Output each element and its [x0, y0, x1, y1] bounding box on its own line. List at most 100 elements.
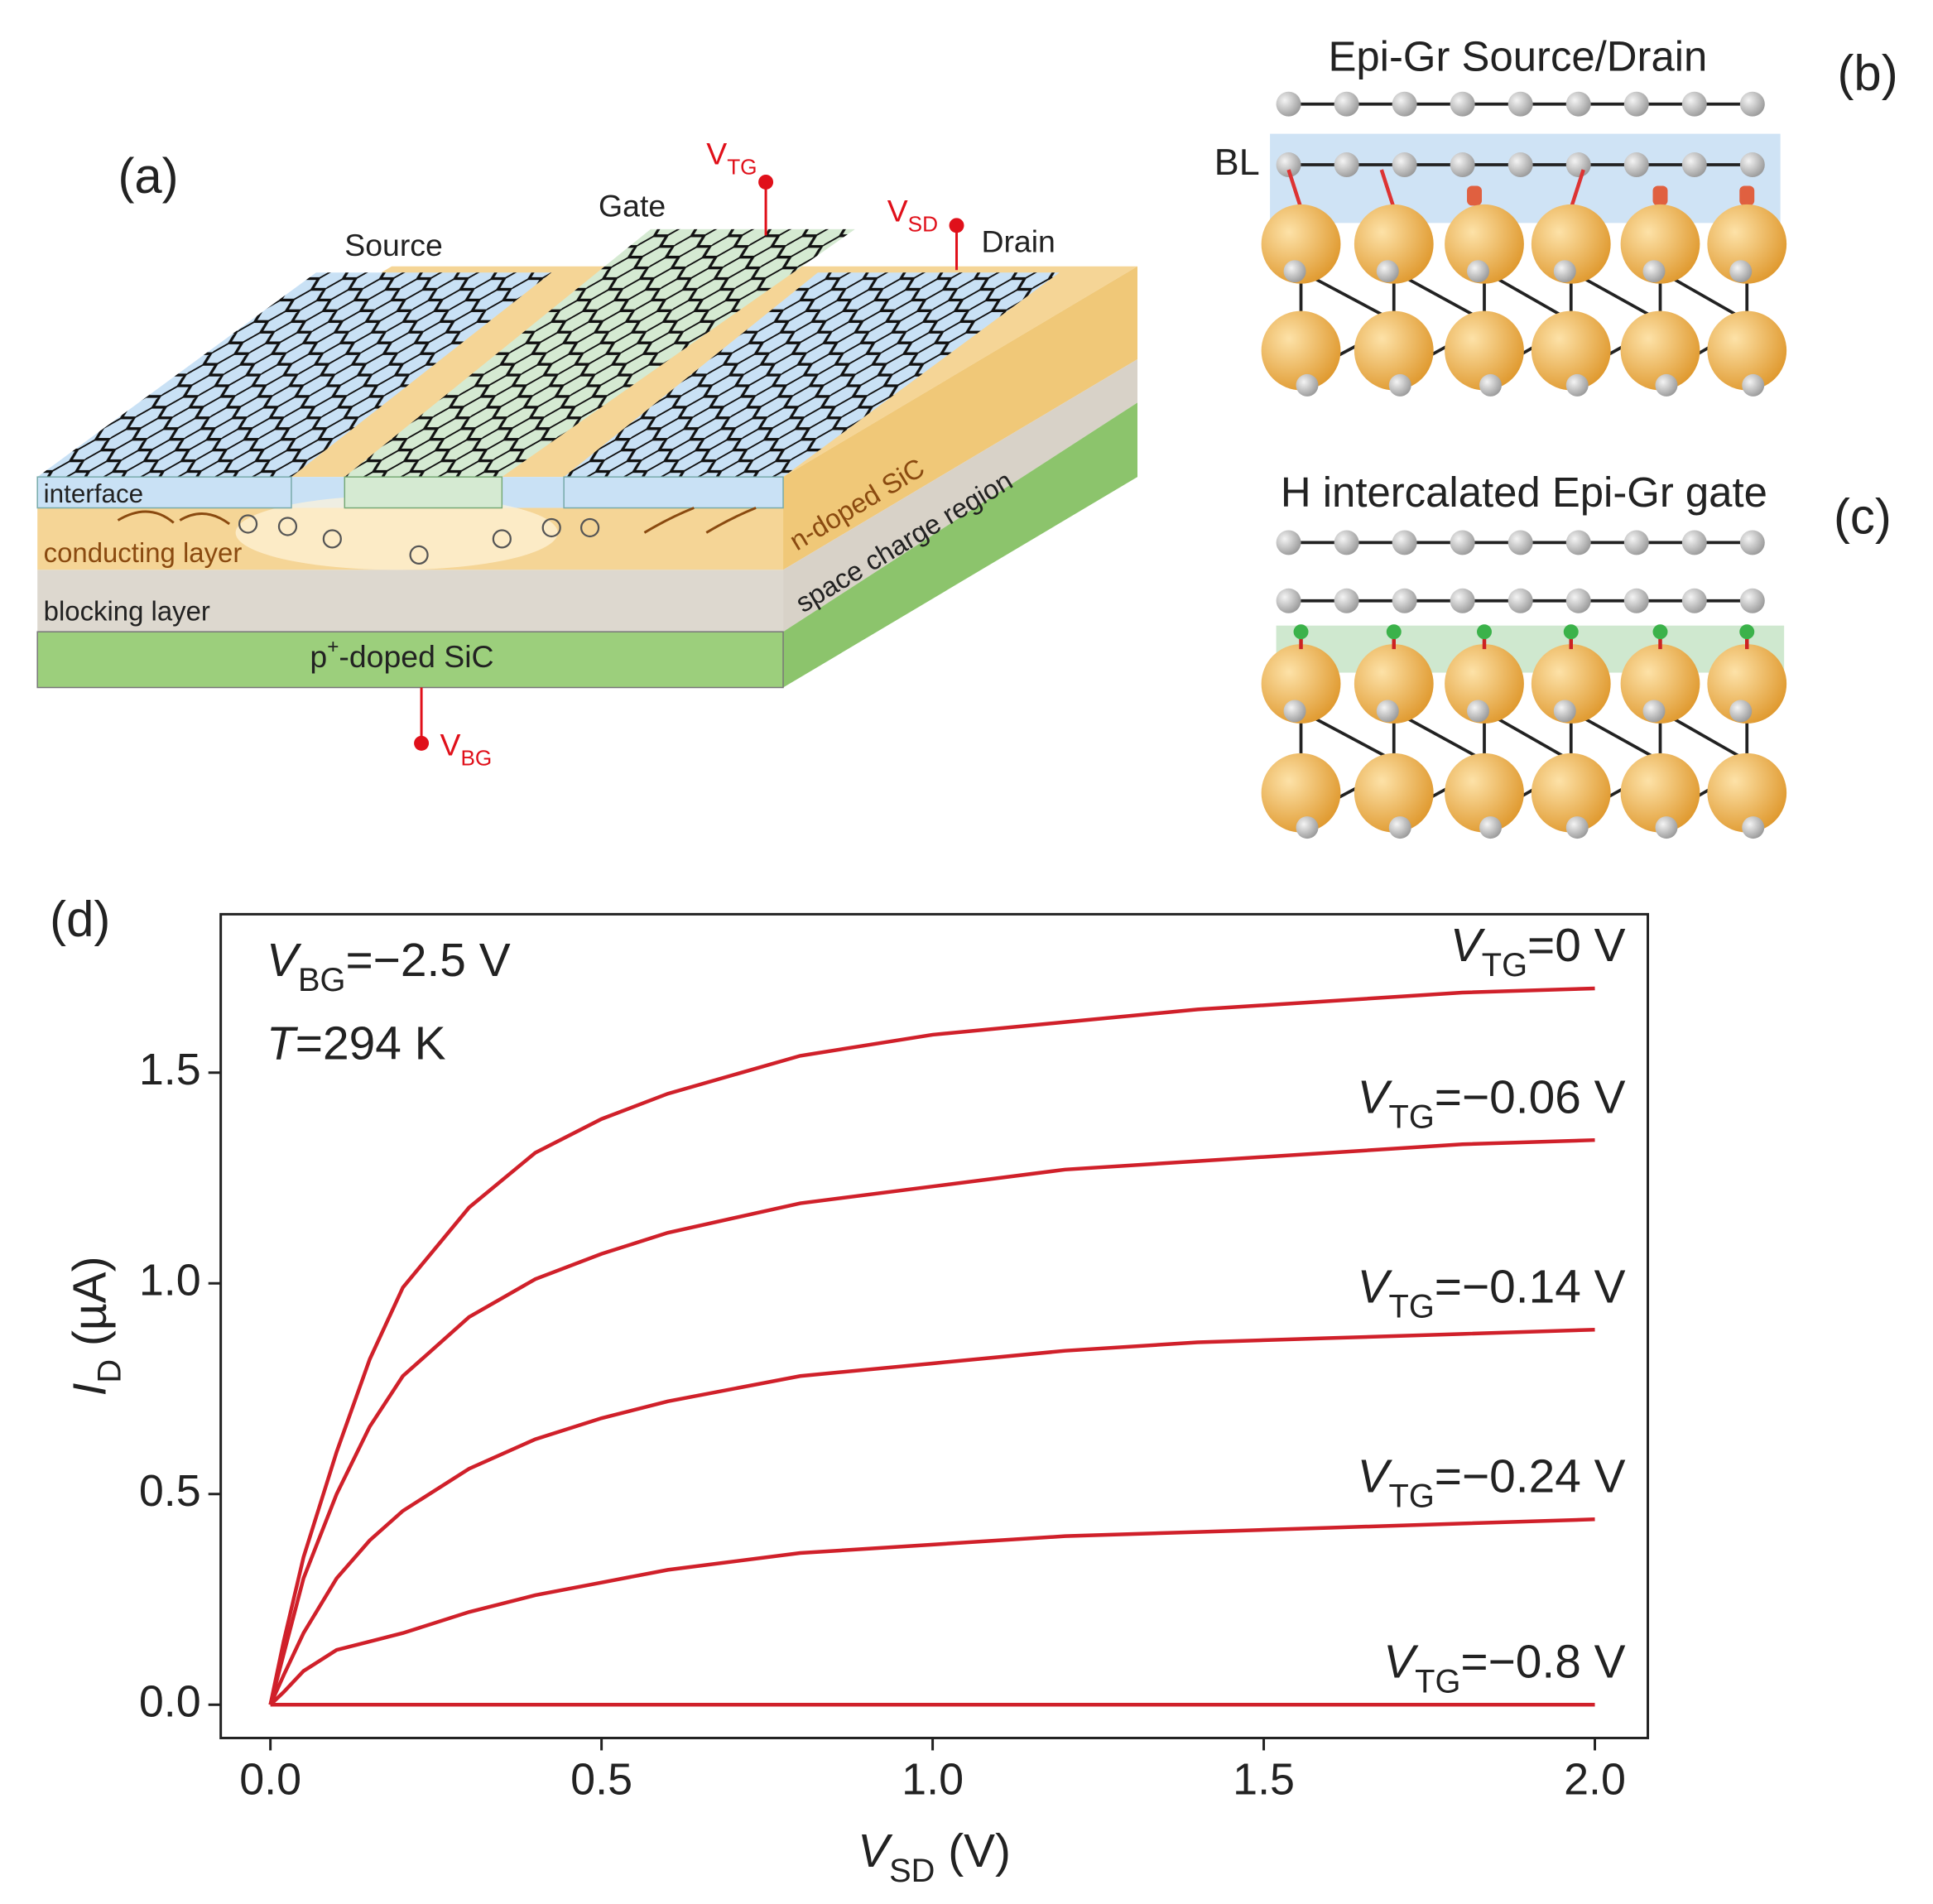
si-atom — [1531, 752, 1611, 833]
x-tick-label: 0.0 — [239, 1755, 301, 1805]
carbon-atom — [1729, 700, 1753, 723]
si-atom — [1261, 752, 1341, 833]
carbon-atom — [1681, 152, 1707, 177]
source-label: Source — [344, 228, 443, 262]
atomic-structure — [1261, 91, 1787, 839]
panel-label: (c) — [1834, 488, 1892, 544]
panel-label: (d) — [50, 892, 110, 947]
annotation: T=294 K — [267, 1017, 446, 1070]
si-atom — [1354, 204, 1434, 284]
series-label: VTG=−0.06 V — [1358, 1071, 1626, 1135]
carbon-atom — [1642, 260, 1666, 283]
gate-label: Gate — [599, 188, 666, 223]
carbon-atom — [1467, 700, 1489, 723]
x-tick-label: 1.5 — [1233, 1755, 1295, 1805]
series-line — [268, 1137, 1595, 1705]
carbon-atom — [1276, 530, 1301, 555]
layer-label: conducting layer — [44, 537, 243, 568]
plot-frame — [219, 912, 1650, 1739]
series-line — [268, 986, 1595, 1705]
carbon-atom — [1565, 152, 1591, 177]
carbon-atom — [1565, 373, 1589, 397]
carbon-atom — [1450, 588, 1475, 613]
carbon-atom — [1729, 260, 1753, 283]
si-atom — [1531, 644, 1611, 724]
carbon-atom — [1739, 152, 1765, 177]
carbon-atom — [1479, 373, 1502, 397]
carbon-atom — [1376, 260, 1399, 283]
voltage-label: VSD — [887, 193, 938, 236]
carbon-atom — [1623, 530, 1649, 555]
carbon-atom — [1334, 91, 1359, 117]
h-atom — [1386, 624, 1402, 640]
si-atom — [1445, 752, 1524, 833]
carbon-atom — [1276, 152, 1301, 177]
carbon-atom — [1283, 260, 1306, 283]
x-tick-label: 1.0 — [902, 1755, 964, 1805]
series-label: VTG=−0.24 V — [1358, 1450, 1626, 1514]
x-tick-label: 2.0 — [1564, 1755, 1626, 1805]
carbon-atom — [1296, 373, 1319, 397]
si-atom — [1445, 310, 1524, 391]
si-atom — [1620, 310, 1700, 391]
carbon-atom — [1553, 700, 1576, 723]
source-graphene — [36, 272, 552, 509]
carbon-atom — [1450, 530, 1475, 555]
si-atom — [1354, 644, 1434, 724]
annotation: VBG=−2.5 V — [267, 935, 511, 998]
si-atom — [1261, 644, 1341, 724]
series-label: VTG=−0.14 V — [1358, 1261, 1626, 1324]
x-axis-label: VSD (V) — [858, 1825, 1011, 1889]
panel-title: Epi-Gr Source/Drain — [1328, 32, 1707, 79]
carbon-atom — [1742, 816, 1765, 839]
covalent-bond — [1286, 169, 1303, 209]
si-atom — [1531, 204, 1611, 284]
si-atom — [1445, 644, 1524, 724]
carbon-atom — [1553, 260, 1576, 283]
carbon-atom — [1565, 816, 1589, 839]
carbon-atom — [1479, 816, 1502, 839]
si-atom — [1707, 752, 1787, 833]
panel-title: H intercalated Epi-Gr gate — [1281, 469, 1767, 516]
carbon-atom — [1739, 588, 1765, 613]
carbon-atom — [1655, 373, 1678, 397]
layer-label: p+-doped SiC — [310, 636, 493, 674]
carbon-atom — [1565, 530, 1591, 555]
si-atom — [1620, 644, 1700, 724]
si-atom — [1620, 204, 1700, 284]
carbon-atom — [1507, 530, 1533, 555]
carbon-atom — [1334, 530, 1359, 555]
carbon-atom — [1623, 91, 1649, 117]
dangling-bond — [1739, 185, 1755, 206]
y-tick-label: 0.5 — [139, 1466, 201, 1516]
series-line — [269, 1517, 1595, 1706]
carbon-atom — [1334, 152, 1359, 177]
voltage-label: VBG — [440, 727, 493, 770]
carbon-atom — [1388, 816, 1411, 839]
si-atom — [1707, 204, 1787, 284]
si-atom — [1620, 752, 1700, 833]
carbon-atom — [1276, 588, 1301, 613]
y-tick-label: 1.5 — [139, 1045, 201, 1094]
carbon-atom — [1388, 373, 1411, 397]
x-tick-label: 0.5 — [570, 1755, 632, 1805]
carbon-atom — [1283, 700, 1306, 723]
carbon-atom — [1623, 588, 1649, 613]
si-atom — [1531, 310, 1611, 391]
bl-label: BL — [1214, 141, 1260, 183]
carbon-atom — [1334, 588, 1359, 613]
panel-label: (b) — [1837, 46, 1897, 101]
h-atom — [1652, 624, 1668, 640]
carbon-atom — [1742, 373, 1765, 397]
si-atom — [1354, 752, 1434, 833]
carbon-atom — [1739, 91, 1765, 117]
y-axis-label: ID (µA) — [65, 1256, 127, 1396]
carbon-atom — [1467, 260, 1489, 283]
h-atom — [1563, 624, 1579, 640]
carbon-atom — [1681, 91, 1707, 117]
carbon-atom — [1376, 700, 1399, 723]
carbon-atom — [1276, 91, 1301, 117]
series-line — [268, 1328, 1595, 1706]
carbon-atom — [1623, 152, 1649, 177]
covalent-bond — [1379, 169, 1396, 209]
